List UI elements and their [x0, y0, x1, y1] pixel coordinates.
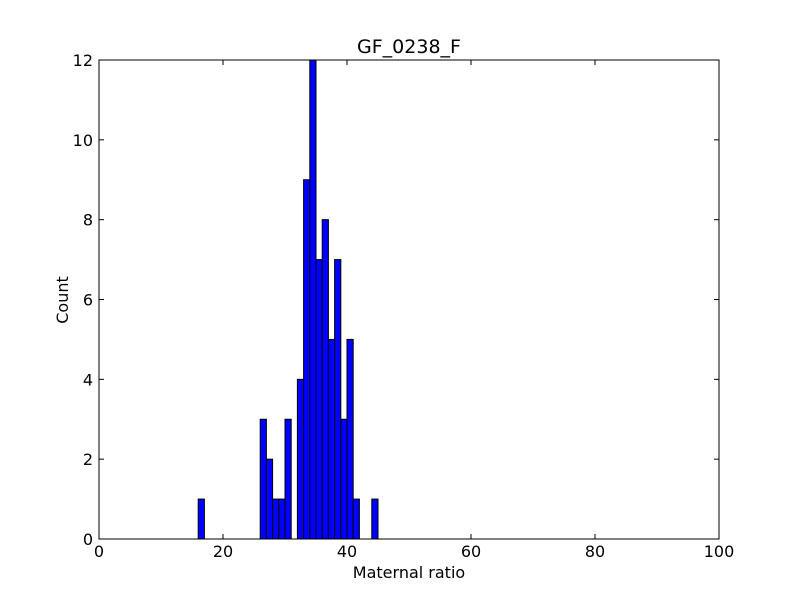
- bar: [327, 338, 336, 540]
- x-tick-label: 80: [585, 542, 605, 561]
- bar: [197, 498, 205, 540]
- y-tick-label: 8: [83, 211, 93, 230]
- bar: [284, 418, 292, 540]
- bar: [259, 418, 267, 540]
- bar: [352, 498, 360, 540]
- bar: [346, 338, 354, 540]
- bar: [278, 498, 286, 540]
- bar: [303, 179, 311, 540]
- bar: [321, 219, 329, 540]
- bar: [340, 418, 348, 540]
- x-tick-label: 40: [337, 542, 357, 561]
- y-tick-label: 2: [83, 450, 93, 469]
- y-tick-label: 12: [73, 51, 93, 70]
- chart-title: GF_0238_F: [357, 36, 461, 58]
- x-tick-label: 0: [94, 542, 104, 561]
- y-tick-label: 4: [83, 370, 93, 389]
- x-axis-label: Maternal ratio: [353, 563, 465, 582]
- bar: [315, 259, 323, 540]
- bar: [309, 59, 317, 540]
- y-tick-label: 0: [83, 530, 93, 549]
- x-tick-label: 100: [704, 542, 735, 561]
- bar: [265, 458, 274, 540]
- y-axis-label: Count: [53, 276, 72, 324]
- bar: [272, 498, 280, 540]
- bar: [296, 378, 305, 540]
- bar: [334, 259, 342, 540]
- y-tick-label: 10: [73, 131, 93, 150]
- x-tick-label: 20: [213, 542, 233, 561]
- bar: [371, 498, 379, 540]
- x-tick-label: 60: [461, 542, 481, 561]
- y-tick-label: 6: [83, 291, 93, 310]
